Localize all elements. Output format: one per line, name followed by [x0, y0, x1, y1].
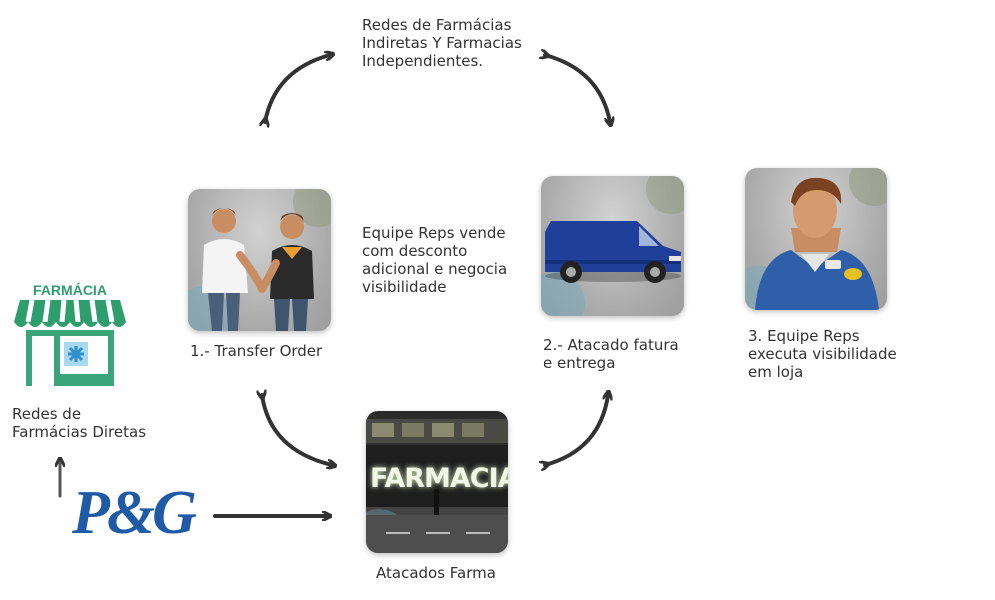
center-note: Equipe Reps vende com desconto adicional… [362, 224, 508, 296]
handshake-illustration [202, 208, 314, 331]
night-building-illustration [366, 419, 508, 553]
card-wholesale-pharmacy: FARMACIA [366, 411, 508, 553]
wholesale-sign: FARMACIA [370, 463, 508, 494]
pharmacy-sign: FARMÁCIA [33, 282, 107, 298]
arrow-top-left [265, 55, 330, 122]
pg-logo: P&G [72, 479, 197, 547]
rep-illustration [755, 177, 879, 310]
card-transfer-order [188, 189, 331, 331]
arrow-top-right [545, 55, 610, 122]
arrow-bottom-right [545, 395, 608, 465]
card-rep-visibility [745, 168, 887, 310]
top-node-indirect-pharmacies: Redes de Farmácias Indiretas Y Farmacias… [362, 16, 522, 70]
card-wholesale-delivery [541, 176, 684, 316]
wholesale-label: Atacados Farma [376, 564, 496, 582]
direct-pharmacy-label: Redes de Farmácias Diretas [12, 405, 147, 441]
step3-label: 3. Equipe Reps executa visibilidade em l… [748, 327, 897, 381]
step2-label: 2.- Atacado fatura e entrega [543, 336, 679, 372]
van-illustration [545, 221, 681, 283]
step1-label: 1.- Transfer Order [190, 342, 323, 360]
arrow-bottom-left [262, 395, 332, 465]
pharmacy-store-icon: FARMÁCIA [14, 278, 126, 390]
